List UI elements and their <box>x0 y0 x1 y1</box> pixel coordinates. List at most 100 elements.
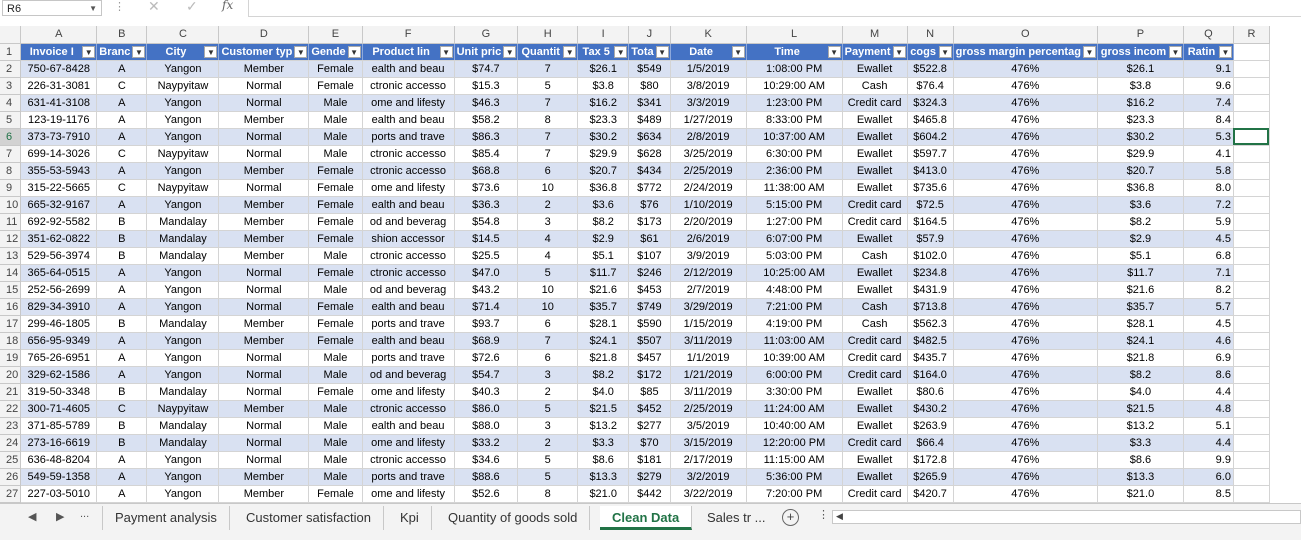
table-cell[interactable]: ctronic accesso <box>362 264 455 282</box>
column-header-i[interactable]: I <box>577 26 630 44</box>
table-cell[interactable]: A <box>96 451 148 469</box>
table-cell[interactable]: ctronic accesso <box>362 77 455 95</box>
table-cell[interactable]: 11:15:00 AM <box>746 451 843 469</box>
table-cell[interactable]: A <box>96 111 148 129</box>
table-cell[interactable]: 656-95-9349 <box>20 332 98 350</box>
row-number[interactable]: 25 <box>0 451 22 469</box>
table-cell[interactable]: Mandalay <box>146 383 220 401</box>
table-cell[interactable]: $489 <box>628 111 671 129</box>
table-cell[interactable]: 226-31-3081 <box>20 77 98 95</box>
table-cell[interactable]: 4.5 <box>1183 315 1234 333</box>
table-cell[interactable]: Mandalay <box>146 315 220 333</box>
table-cell[interactable]: Naypyitaw <box>146 77 220 95</box>
table-cell[interactable]: $3.3 <box>577 434 630 452</box>
table-cell[interactable]: Credit card <box>842 434 908 452</box>
table-cell[interactable]: 2/8/2019 <box>670 128 747 146</box>
table-cell[interactable]: 476% <box>953 332 1098 350</box>
empty-cell[interactable] <box>1233 247 1270 265</box>
table-cell[interactable]: 476% <box>953 77 1098 95</box>
table-cell[interactable]: Yangon <box>146 485 220 503</box>
table-cell[interactable]: 5:36:00 PM <box>746 468 843 486</box>
table-cell[interactable]: Member <box>218 485 310 503</box>
table-cell[interactable]: $86.0 <box>454 400 519 418</box>
table-cell[interactable]: ome and lifesty <box>362 94 455 112</box>
table-cell[interactable]: 476% <box>953 349 1098 367</box>
column-header-g[interactable]: G <box>454 26 519 44</box>
table-cell[interactable]: 8 <box>517 111 579 129</box>
table-cell[interactable]: Naypyitaw <box>146 145 220 163</box>
table-cell[interactable]: Cash <box>842 298 908 316</box>
column-title[interactable]: Payment ▼ <box>842 43 908 61</box>
filter-dropdown-icon[interactable]: ▼ <box>655 45 669 58</box>
row-number[interactable]: 22 <box>0 400 22 418</box>
table-cell[interactable]: 476% <box>953 128 1098 146</box>
table-cell[interactable]: Yangon <box>146 451 220 469</box>
table-cell[interactable]: 1/1/2019 <box>670 349 747 367</box>
table-cell[interactable]: $420.7 <box>907 485 954 503</box>
empty-cell[interactable] <box>1233 400 1270 418</box>
table-cell[interactable]: 829-34-3910 <box>20 298 98 316</box>
table-cell[interactable]: $3.8 <box>1097 77 1184 95</box>
column-header-r[interactable]: R <box>1233 26 1270 44</box>
table-cell[interactable]: 2/12/2019 <box>670 264 747 282</box>
column-header-o[interactable]: O <box>953 26 1098 44</box>
table-cell[interactable]: $36.3 <box>454 196 519 214</box>
table-cell[interactable]: $749 <box>628 298 671 316</box>
column-header-a[interactable]: A <box>20 26 98 44</box>
table-cell[interactable]: 1/27/2019 <box>670 111 747 129</box>
table-cell[interactable]: C <box>96 145 148 163</box>
table-cell[interactable]: 476% <box>953 94 1098 112</box>
table-cell[interactable]: Male <box>308 468 363 486</box>
table-cell[interactable]: $164.5 <box>907 213 954 231</box>
table-cell[interactable]: od and beverag <box>362 366 455 384</box>
table-cell[interactable]: 7 <box>517 60 579 78</box>
row-number[interactable]: 6 <box>0 128 22 146</box>
table-cell[interactable]: $522.8 <box>907 60 954 78</box>
table-cell[interactable]: $26.1 <box>1097 60 1184 78</box>
table-cell[interactable]: $20.7 <box>577 162 630 180</box>
table-cell[interactable]: Member <box>218 213 310 231</box>
row-number[interactable]: 10 <box>0 196 22 214</box>
table-cell[interactable]: $35.7 <box>577 298 630 316</box>
table-cell[interactable]: 3:30:00 PM <box>746 383 843 401</box>
empty-cell[interactable] <box>1233 94 1270 112</box>
row-number[interactable]: 17 <box>0 315 22 333</box>
table-cell[interactable]: 692-92-5582 <box>20 213 98 231</box>
table-cell[interactable]: Normal <box>218 179 310 197</box>
table-cell[interactable]: $277 <box>628 417 671 435</box>
filter-dropdown-icon[interactable]: ▼ <box>1218 45 1232 58</box>
filter-dropdown-icon[interactable]: ▼ <box>132 45 146 58</box>
table-cell[interactable]: 3/11/2019 <box>670 332 747 350</box>
column-title[interactable]: Invoice I ▼ <box>20 43 98 61</box>
table-cell[interactable]: 1:08:00 PM <box>746 60 843 78</box>
table-cell[interactable]: Credit card <box>842 196 908 214</box>
table-cell[interactable]: 5.3 <box>1183 128 1234 146</box>
table-cell[interactable]: A <box>96 94 148 112</box>
table-cell[interactable]: $102.0 <box>907 247 954 265</box>
empty-cell[interactable] <box>1233 383 1270 401</box>
table-cell[interactable]: ctronic accesso <box>362 451 455 469</box>
row-number[interactable]: 20 <box>0 366 22 384</box>
table-cell[interactable]: Male <box>308 94 363 112</box>
table-cell[interactable]: B <box>96 417 148 435</box>
table-cell[interactable]: Ewallet <box>842 60 908 78</box>
table-cell[interactable]: Mandalay <box>146 434 220 452</box>
empty-cell[interactable] <box>1233 111 1270 129</box>
column-title[interactable]: Branc ▼ <box>96 43 148 61</box>
table-cell[interactable]: Normal <box>218 128 310 146</box>
row-number[interactable]: 12 <box>0 230 22 248</box>
row-number[interactable]: 15 <box>0 281 22 299</box>
column-header-c[interactable]: C <box>146 26 220 44</box>
table-cell[interactable]: $21.6 <box>1097 281 1184 299</box>
empty-cell[interactable] <box>1233 196 1270 214</box>
table-cell[interactable]: $58.2 <box>454 111 519 129</box>
table-cell[interactable]: 6 <box>517 315 579 333</box>
table-cell[interactable]: 7 <box>517 94 579 112</box>
row-number[interactable]: 1 <box>0 43 22 61</box>
table-cell[interactable]: 315-22-5665 <box>20 179 98 197</box>
row-number[interactable]: 9 <box>0 179 22 197</box>
column-header-k[interactable]: K <box>670 26 747 44</box>
table-cell[interactable]: $634 <box>628 128 671 146</box>
table-cell[interactable]: $628 <box>628 145 671 163</box>
table-cell[interactable]: 351-62-0822 <box>20 230 98 248</box>
